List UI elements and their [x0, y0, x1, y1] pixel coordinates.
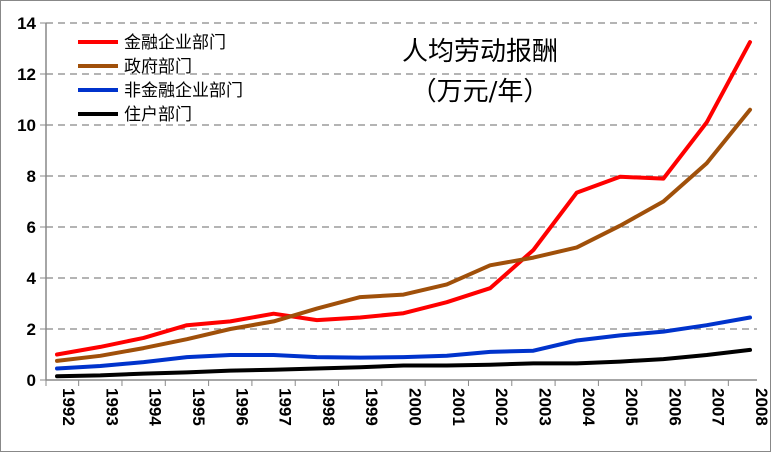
y-tick-label: 12 — [17, 65, 36, 84]
x-tick-label: 2005 — [622, 388, 641, 426]
x-tick-label: 2007 — [709, 388, 728, 426]
legend-label-3: 住户部门 — [124, 105, 192, 125]
x-tick-label: 2008 — [752, 388, 771, 426]
x-tick-label: 1997 — [276, 388, 295, 426]
x-tick-label: 1996 — [232, 388, 251, 426]
y-tick-label: 0 — [27, 371, 36, 390]
y-tick-label: 2 — [27, 320, 36, 339]
x-tick-label: 2006 — [665, 388, 684, 426]
x-tick-label: 2003 — [535, 388, 554, 426]
legend-label-1: 政府部门 — [124, 57, 192, 77]
y-tick-label: 6 — [27, 218, 36, 237]
x-tick-label: 1995 — [189, 388, 208, 426]
series-line-2 — [55, 315, 752, 371]
y-tick-label: 10 — [17, 116, 36, 135]
series-line-3 — [55, 347, 752, 379]
x-tick-label: 1993 — [102, 388, 121, 426]
x-tick-label: 1992 — [59, 388, 78, 426]
x-tick-label: 2001 — [449, 388, 468, 426]
chart-subtitle: （万元/年） — [411, 77, 550, 107]
series-line-0 — [55, 40, 752, 357]
y-tick-label: 8 — [27, 167, 36, 186]
y-tick-label: 4 — [27, 269, 37, 288]
x-tick-label: 1998 — [319, 388, 338, 426]
x-tick-label: 1994 — [146, 388, 165, 426]
x-tick-label: 2004 — [579, 388, 598, 426]
legend-label-2: 非金融企业部门 — [124, 81, 243, 101]
x-tick-label: 2002 — [492, 388, 511, 426]
y-tick-label: 14 — [17, 14, 36, 33]
legend-label-0: 金融企业部门 — [124, 33, 226, 53]
chart-title: 人均劳动报酬 — [402, 37, 558, 67]
series-line-1 — [55, 107, 752, 363]
x-tick-label: 1999 — [362, 388, 381, 426]
x-tick-label: 2000 — [406, 388, 425, 426]
